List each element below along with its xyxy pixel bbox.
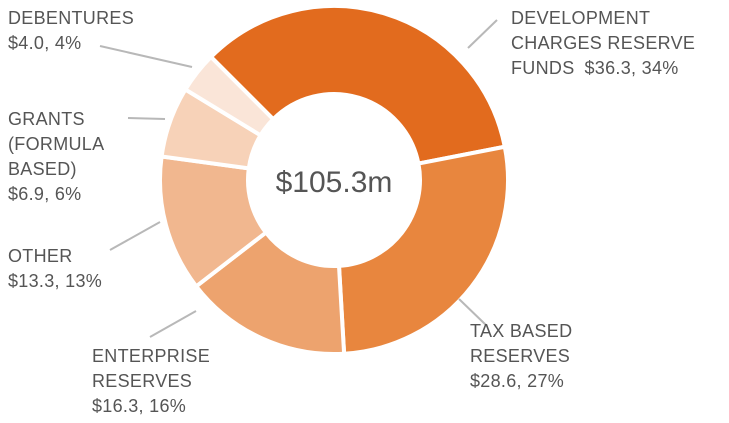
slice-label: DEBENTURES $4.0, 4% — [8, 6, 168, 56]
value-label: $6.9, 6% — [8, 184, 82, 204]
category-label: ENTERPRISE RESERVES — [92, 346, 211, 391]
slice-label: DEVELOPMENT CHARGES RESERVE FUNDS $36.3, … — [511, 6, 729, 81]
value-label: $13.3, 13% — [8, 271, 103, 291]
slice-label: OTHER $13.3, 13% — [8, 244, 118, 294]
slice — [336, 144, 510, 356]
leader-line — [467, 19, 498, 49]
category-label: DEVELOPMENT CHARGES RESERVE FUNDS — [511, 8, 696, 78]
slice-label: TAX BASED RESERVES $28.6, 27% — [470, 319, 600, 394]
value-label: $28.6, 27% — [470, 371, 565, 391]
value-label: $4.0, 4% — [8, 33, 82, 53]
slice-label: ENTERPRISE RESERVES $16.3, 16% — [92, 344, 242, 419]
leader-line — [109, 221, 161, 251]
slice — [182, 54, 277, 139]
slice-label: GRANTS (FORMULA BASED) $6.9, 6% — [8, 107, 126, 207]
leader-line — [149, 310, 197, 338]
leader-line — [458, 298, 488, 327]
leader-line — [127, 117, 166, 120]
slice — [208, 4, 508, 166]
category-label: OTHER — [8, 246, 73, 266]
slices — [158, 4, 510, 356]
category-label: TAX BASED RESERVES — [470, 321, 573, 366]
slice — [193, 229, 347, 356]
category-label: DEBENTURES — [8, 8, 135, 28]
leader-line — [99, 45, 193, 68]
value-label: $16.3, 16% — [92, 396, 187, 416]
value-label: $36.3, 34% — [584, 58, 679, 78]
center-label: $105.3m — [276, 166, 393, 199]
category-label: GRANTS (FORMULA BASED) — [8, 109, 104, 179]
